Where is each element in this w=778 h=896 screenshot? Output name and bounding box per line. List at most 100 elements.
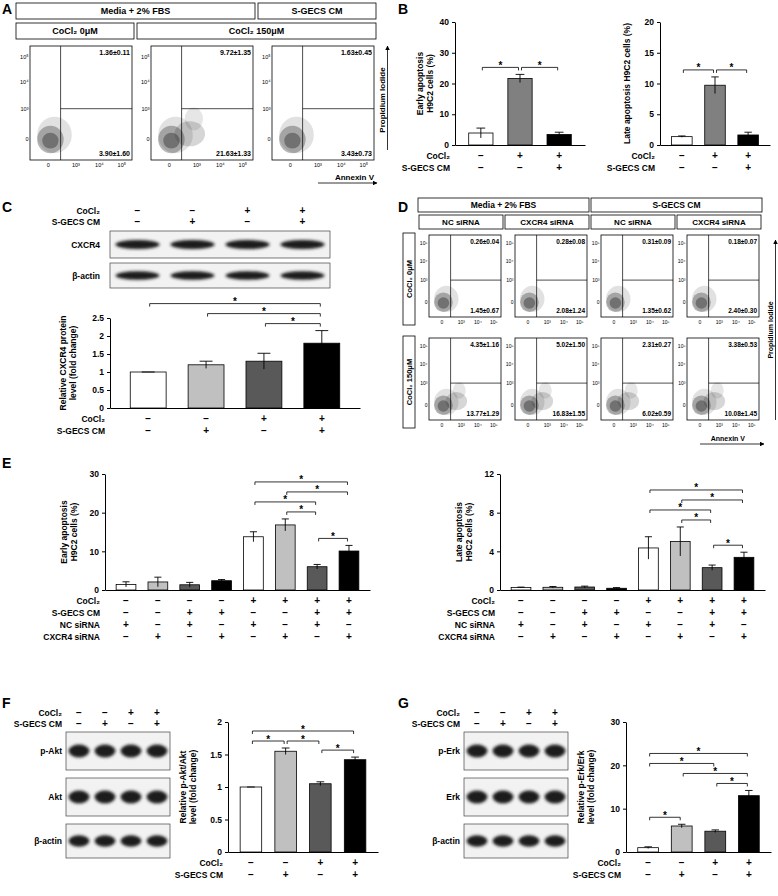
condition-value: − bbox=[517, 162, 523, 173]
flow-y-tick-label: 10⁵ bbox=[20, 54, 28, 60]
y-tick-label: 10 bbox=[645, 79, 655, 89]
error-bar-stem bbox=[348, 545, 349, 556]
flow-frame bbox=[601, 235, 673, 317]
flow-y-tick-label: 10⁴ bbox=[420, 258, 428, 264]
condition-value: + bbox=[128, 707, 134, 718]
condition-value: + bbox=[314, 619, 320, 630]
y-tick-mark bbox=[623, 765, 626, 766]
flow-x-tick-label: 10⁵ bbox=[576, 422, 584, 428]
flow-y-tick-label: 10³ bbox=[263, 106, 271, 112]
gate-line bbox=[536, 338, 537, 420]
bar-chart: 0102030CoCl₂−−−−++++S-GECS CM−−++−−++NC … bbox=[43, 469, 370, 642]
error-bar-cap bbox=[257, 353, 270, 354]
y-tick: 8 bbox=[489, 508, 500, 518]
y-tick-mark bbox=[102, 513, 105, 514]
condition-value: − bbox=[155, 619, 161, 630]
header-text: CoCl₂ 0μM bbox=[52, 26, 98, 36]
y-tick-label: 10 bbox=[440, 109, 450, 119]
cell-density bbox=[524, 297, 536, 308]
flow-y-tick-label: 10⁴ bbox=[141, 79, 150, 85]
condition-value: − bbox=[155, 595, 161, 606]
flow-y-tick-label: 10³ bbox=[420, 380, 428, 386]
condition-value: + bbox=[346, 595, 352, 606]
error-bar-cap bbox=[678, 135, 685, 136]
panel-label: D bbox=[398, 199, 408, 215]
plot-marks bbox=[672, 77, 759, 145]
significance-label: * bbox=[694, 512, 698, 523]
gate-line bbox=[181, 46, 182, 160]
y-tick: 20 bbox=[90, 508, 105, 518]
flow-y-tick-label: 10³ bbox=[142, 106, 150, 112]
condition-label: NC siRNA bbox=[455, 620, 495, 630]
band-label: CXCR4 bbox=[71, 240, 100, 250]
condition-value: − bbox=[155, 607, 161, 618]
flow-x-tick-label: 10³ bbox=[544, 319, 552, 325]
condition-label: CoCl₂ bbox=[631, 151, 655, 161]
y-tick: 0 bbox=[94, 585, 105, 595]
y-tick-label: 0 bbox=[99, 403, 104, 413]
flow-y-tick-label: 0 bbox=[597, 402, 600, 408]
y-tick-mark bbox=[107, 390, 110, 391]
gate-line bbox=[450, 338, 451, 420]
flow-x-tick-label: 10⁵ bbox=[490, 422, 498, 428]
flow-panel: Media + 2% FBSS-GECS CMCoCl₂ 0μMCoCl₂ 15… bbox=[16, 3, 388, 183]
cell-density bbox=[711, 382, 724, 398]
condition-value: + bbox=[741, 631, 747, 642]
y-tick-mark bbox=[623, 852, 626, 853]
error-bar-stem bbox=[321, 331, 322, 356]
flow-x-tick-label: 0 bbox=[699, 422, 702, 428]
cell-population bbox=[434, 286, 458, 312]
error-bar bbox=[678, 136, 685, 137]
condition-label: S-GECS CM bbox=[412, 719, 460, 729]
significance-label: * bbox=[710, 492, 714, 503]
x-axis bbox=[501, 590, 766, 591]
condition-value: + bbox=[154, 718, 160, 729]
error-bar bbox=[745, 790, 752, 800]
bar bbox=[702, 568, 722, 590]
condition-label: CoCl₂ bbox=[76, 596, 100, 606]
panel-label: B bbox=[398, 1, 408, 17]
error-bar-cap bbox=[316, 781, 324, 782]
flow-x-tick-label: 0 bbox=[527, 422, 530, 428]
blot-band bbox=[226, 271, 270, 280]
condition-value: + bbox=[677, 631, 683, 642]
x-axis-line bbox=[627, 852, 772, 853]
condition-value: − bbox=[526, 718, 532, 729]
bar bbox=[344, 760, 366, 852]
flow-y-tick-label: 10³ bbox=[420, 277, 428, 283]
condition-value: + bbox=[219, 631, 225, 642]
bar bbox=[240, 787, 262, 852]
flow-x-tick-label: 10³ bbox=[716, 422, 724, 428]
x-axis bbox=[106, 590, 371, 591]
condition-value: + bbox=[709, 619, 715, 630]
flow-x-tick-label: 10⁵ bbox=[748, 319, 756, 325]
quadrant-value: 13.77±1.29 bbox=[467, 410, 500, 417]
error-bar-cap bbox=[314, 564, 321, 565]
cell-population bbox=[606, 286, 630, 312]
y-tick-mark bbox=[497, 551, 500, 552]
condition-label: S-GECS CM bbox=[607, 163, 655, 173]
condition-label: NC siRNA bbox=[60, 620, 100, 630]
condition-value: + bbox=[526, 707, 532, 718]
y-tick-label: 1.5 bbox=[92, 349, 104, 359]
x-axis-line bbox=[661, 145, 771, 146]
flow-x-tick-label: 10³ bbox=[544, 422, 552, 428]
x-axis-line bbox=[106, 590, 371, 591]
flow-y-tick-label: 0 bbox=[25, 136, 28, 142]
blot-frame bbox=[110, 231, 330, 258]
y-tick: 2.5 bbox=[92, 313, 110, 323]
flow-y-tick-label: 10⁵ bbox=[678, 240, 686, 246]
band-label: Akt bbox=[48, 792, 62, 802]
condition-value: + bbox=[712, 857, 718, 868]
error-bar bbox=[247, 787, 255, 788]
blot-band bbox=[226, 240, 270, 249]
error-bar-cap bbox=[712, 829, 719, 830]
flow-y-tick-label: 10³ bbox=[678, 277, 686, 283]
header-box bbox=[258, 3, 376, 19]
condition-value: − bbox=[518, 595, 524, 606]
condition-value: + bbox=[679, 869, 685, 880]
condition-label: S-GECS CM bbox=[447, 608, 495, 618]
band-label: β-actin bbox=[72, 271, 100, 281]
condition-value: + bbox=[154, 707, 160, 718]
y-axis-line bbox=[228, 723, 229, 853]
